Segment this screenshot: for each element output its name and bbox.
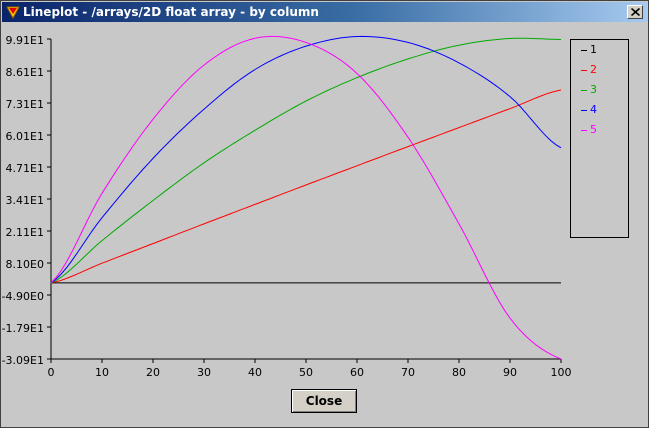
legend-label: 2	[590, 63, 597, 76]
legend-swatch	[581, 110, 587, 111]
y-tick-label: -1.79E1	[2, 322, 44, 335]
x-tick-label: 80	[452, 366, 466, 379]
chart-legend: 1 2 3 4 5	[570, 39, 629, 238]
x-tick-label: 30	[197, 366, 211, 379]
legend-item: 5	[571, 123, 628, 137]
line-chart: 9.91E1 8.61E1 7.31E1 6.01E1 4.71E1 3.41E1 2.11…	[2, 34, 572, 379]
legend-item: 1	[571, 43, 628, 57]
legend-label: 3	[590, 83, 597, 96]
y-tick-label: 7.31E1	[6, 98, 44, 111]
y-tick-label: 8.61E1	[6, 66, 44, 79]
x-tick-label: 20	[146, 366, 160, 379]
x-tick-label: 70	[401, 366, 415, 379]
series-line-2	[50, 89, 562, 284]
series-line-5	[50, 35, 562, 360]
legend-item: 2	[571, 63, 628, 77]
legend-swatch	[581, 130, 587, 131]
series-line-3	[50, 37, 562, 284]
app-icon	[6, 6, 20, 19]
series-line-4	[50, 35, 562, 284]
y-tick-label: 9.91E1	[6, 34, 44, 47]
window-close-button[interactable]	[627, 5, 643, 19]
x-tick-label: 40	[248, 366, 262, 379]
y-tick-label: 4.71E1	[6, 162, 44, 175]
legend-swatch	[581, 70, 587, 71]
close-icon	[631, 8, 640, 16]
x-tick-label: 60	[350, 366, 364, 379]
legend-label: 1	[590, 43, 597, 56]
x-tick-label: 50	[299, 366, 313, 379]
y-tick-label: 6.01E1	[6, 130, 44, 143]
x-tick-label: 90	[503, 366, 517, 379]
close-button[interactable]: Close	[291, 389, 357, 413]
legend-item: 4	[571, 103, 628, 117]
legend-swatch	[581, 90, 587, 91]
y-tick-label: -3.09E1	[2, 354, 44, 367]
x-tick-label: 0	[48, 366, 55, 379]
y-tick-label: 8.10E0	[6, 258, 44, 271]
y-tick-label: 3.41E1	[6, 194, 44, 207]
plot-area: 9.91E1 8.61E1 7.31E1 6.01E1 4.71E1 3.41E1 2.11…	[1, 23, 648, 427]
close-button-label: Close	[305, 394, 343, 408]
legend-swatch	[581, 50, 587, 51]
legend-label: 4	[590, 103, 597, 116]
window-title: Lineplot - /arrays/2D float array - by c…	[23, 5, 319, 19]
legend-label: 5	[590, 123, 597, 136]
title-bar[interactable]: Lineplot - /arrays/2D float array - by c…	[2, 2, 647, 22]
y-tick-label: 2.11E1	[6, 226, 44, 239]
x-tick-label: 100	[551, 366, 572, 379]
legend-item: 3	[571, 83, 628, 97]
x-tick-label: 10	[95, 366, 109, 379]
y-tick-label: -4.90E0	[2, 290, 44, 303]
